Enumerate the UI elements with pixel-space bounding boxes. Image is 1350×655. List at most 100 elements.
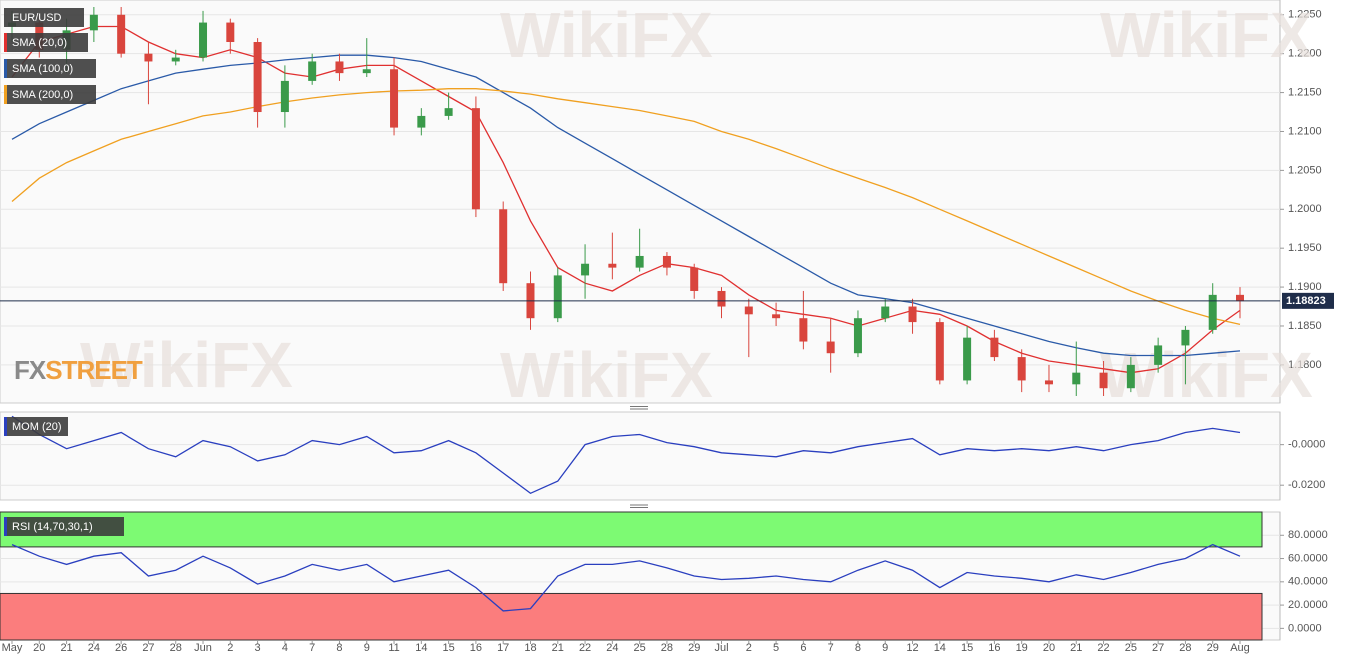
- indicator-line: [11, 25, 1241, 374]
- legend-swatch: [4, 85, 7, 104]
- x-tick-label: 27: [142, 642, 154, 654]
- x-tick-label: 8: [855, 642, 861, 654]
- x-tick-label: 29: [1207, 642, 1219, 654]
- candle-body: [89, 14, 98, 31]
- legend-swatch: [4, 417, 7, 436]
- indicator-line: [11, 543, 1241, 612]
- x-tick-label: 22: [1097, 642, 1109, 654]
- x-tick-label: 15: [442, 642, 454, 654]
- candle-body: [717, 290, 726, 307]
- x-tick-label: 28: [661, 642, 673, 654]
- y-tick-label: -0.0200: [1288, 479, 1325, 491]
- legend-label: SMA (100,0): [12, 63, 73, 75]
- legend-box: [4, 33, 88, 52]
- last-price-label: 1.18823: [1286, 295, 1326, 307]
- x-tick-label: 2: [227, 642, 233, 654]
- candle-body: [308, 61, 317, 81]
- x-tick-label: 19: [1016, 642, 1028, 654]
- indicator-line: [11, 88, 1241, 326]
- x-tick-label: 14: [934, 642, 946, 654]
- brand-logo: FXSTREET: [14, 355, 143, 385]
- x-tick-label: 25: [634, 642, 646, 654]
- candle-body: [635, 255, 644, 268]
- candle-body: [1099, 372, 1108, 389]
- candle-body: [1154, 345, 1163, 365]
- x-tick-label: Jun: [194, 642, 212, 654]
- x-tick-label: 15: [961, 642, 973, 654]
- y-tick-label: 20.0000: [1288, 599, 1328, 611]
- candle-body: [908, 306, 917, 323]
- x-tick-label: Jul: [714, 642, 728, 654]
- x-tick-label: 5: [773, 642, 779, 654]
- candle-body: [1072, 372, 1081, 385]
- legend-label: EUR/USD: [12, 12, 62, 24]
- x-tick-label: 18: [524, 642, 536, 654]
- x-tick-label: 16: [470, 642, 482, 654]
- candle-body: [826, 341, 835, 354]
- legend-swatch: [4, 59, 7, 78]
- y-tick-label: 1.2250: [1288, 9, 1322, 21]
- watermark: WikiFX: [80, 329, 293, 401]
- y-tick-label: -0.0000: [1288, 439, 1325, 451]
- candle-body: [581, 263, 590, 276]
- candle-body: [744, 306, 753, 315]
- candle-body: [1126, 364, 1135, 389]
- x-tick-label: 20: [33, 642, 45, 654]
- candle-body: [390, 69, 399, 128]
- x-tick-label: 27: [1152, 642, 1164, 654]
- x-tick-label: 17: [497, 642, 509, 654]
- x-tick-label: 7: [309, 642, 315, 654]
- legend-box: [4, 517, 124, 536]
- x-tick-label: 4: [282, 642, 288, 654]
- legend-box: [4, 8, 84, 27]
- y-tick-label: 1.2000: [1288, 203, 1322, 215]
- candle-body: [117, 14, 126, 54]
- candle-body: [690, 267, 699, 291]
- candle-body: [662, 255, 671, 268]
- legend-label: SMA (20,0): [12, 37, 67, 49]
- candle-body: [1044, 380, 1053, 385]
- candle-body: [772, 314, 781, 319]
- x-tick-label: 24: [606, 642, 618, 654]
- x-tick-label: 3: [255, 642, 261, 654]
- x-tick-label: 11: [388, 642, 399, 654]
- x-tick-label: May: [2, 642, 23, 654]
- legend-swatch: [4, 33, 7, 52]
- oversold-zone: [0, 592, 1263, 641]
- candle-body: [881, 306, 890, 319]
- x-tick-label: 14: [415, 642, 427, 654]
- indicator-line: [11, 54, 1241, 357]
- legend-label: SMA (200,0): [12, 89, 73, 101]
- x-tick-label: 21: [552, 642, 564, 654]
- watermark: WikiFX: [1100, 0, 1313, 71]
- candle-body: [990, 337, 999, 358]
- candle-body: [1236, 294, 1244, 302]
- x-tick-label: 25: [1125, 642, 1137, 654]
- candle-body: [935, 322, 944, 381]
- candle-body: [444, 108, 453, 116]
- candle-body: [1181, 329, 1190, 346]
- y-tick-label: 1.1950: [1288, 242, 1322, 254]
- x-tick-label: 28: [1179, 642, 1191, 654]
- y-tick-label: 1.2200: [1288, 48, 1322, 60]
- candle-body: [553, 275, 562, 319]
- watermark: WikiFX: [1100, 339, 1313, 411]
- y-tick-label: 80.0000: [1288, 529, 1328, 541]
- candle-body: [853, 318, 862, 354]
- candle-body: [799, 318, 808, 342]
- candle-body: [963, 337, 972, 381]
- x-tick-label: 16: [988, 642, 1000, 654]
- indicator-line: [11, 415, 1241, 495]
- x-tick-label: 2: [746, 642, 752, 654]
- y-tick-label: 1.1850: [1288, 320, 1322, 332]
- candle-body: [608, 263, 617, 268]
- watermark: WikiFX: [500, 339, 713, 411]
- x-tick-label: 21: [1070, 642, 1082, 654]
- candle-body: [253, 42, 262, 113]
- x-tick-label: 9: [882, 642, 888, 654]
- candle-body: [171, 57, 180, 62]
- candle-body: [1017, 357, 1026, 381]
- plot-frame: [0, 411, 1281, 501]
- y-tick-label: 0.0000: [1288, 622, 1322, 634]
- y-tick-label: 1.2100: [1288, 125, 1322, 137]
